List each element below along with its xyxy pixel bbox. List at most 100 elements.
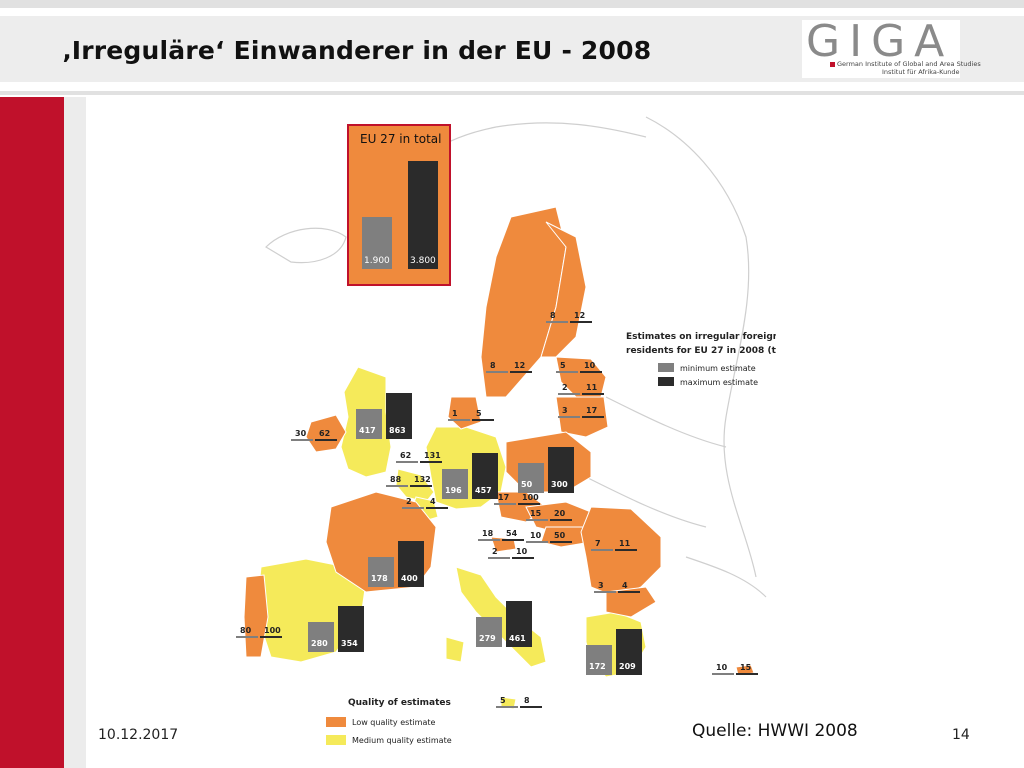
min-estimate-label: 172 <box>589 662 606 671</box>
min-estimate-label: 280 <box>311 639 328 648</box>
min-estimate-label: 178 <box>371 574 388 583</box>
max-estimate-label: 4 <box>430 497 436 506</box>
max-estimate-label: 10 <box>584 361 596 370</box>
max-estimate-label: 461 <box>509 634 526 643</box>
estimates-legend: Estimates on irregular foreign residents… <box>626 332 776 387</box>
min-estimate-label: 2 <box>406 497 412 506</box>
min-estimate-mark <box>291 439 313 441</box>
max-estimate-mark <box>260 636 282 638</box>
max-estimate-label: 354 <box>341 639 358 648</box>
min-estimate-label: 5 <box>560 361 566 370</box>
max-estimate-label: 17 <box>586 406 597 415</box>
max-estimate-label: 5 <box>476 409 482 418</box>
eu-total-title: EU 27 in total <box>360 132 441 146</box>
min-estimate-mark <box>478 539 500 541</box>
max-estimate-label: 15 <box>740 663 752 672</box>
land-orange <box>243 206 755 676</box>
min-estimate-mark <box>488 557 510 559</box>
max-estimate-mark <box>550 519 572 521</box>
min-estimate-label: 7 <box>595 539 601 548</box>
footer-date: 10.12.2017 <box>98 727 179 743</box>
legend-heading-line2: residents for EU 27 in 2008 (thsd.) <box>626 346 776 356</box>
min-estimate-mark <box>496 706 518 708</box>
min-estimate-label: 50 <box>521 480 533 489</box>
min-estimate-mark <box>386 485 408 487</box>
min-estimate-label: 279 <box>479 634 496 643</box>
min-estimate-mark <box>586 645 612 675</box>
max-estimate-label: 400 <box>401 574 418 583</box>
eu-total-max-label: 3.800 <box>410 256 436 266</box>
min-estimate-mark <box>558 393 580 395</box>
max-estimate-mark <box>502 539 524 541</box>
min-estimate-label: 62 <box>400 451 411 460</box>
max-estimate-label: 8 <box>524 696 530 705</box>
quality-low-label: Low quality estimate <box>352 718 435 727</box>
giga-logo: GIGA German Institute of Global and Area… <box>802 16 981 78</box>
min-estimate-label: 18 <box>482 529 494 538</box>
max-estimate-mark <box>582 393 604 395</box>
max-estimate-label: 11 <box>619 539 631 548</box>
min-estimate-mark <box>442 469 468 499</box>
max-estimate-mark <box>315 439 337 441</box>
max-estimate-label: 209 <box>619 662 636 671</box>
legend-min-label: minimum estimate <box>680 364 756 373</box>
min-estimate-label: 1 <box>452 409 458 418</box>
eu-total-max-bar <box>408 161 438 269</box>
legend-heading-line1: Estimates on irregular foreign <box>626 332 776 342</box>
footer-source: Quelle: HWWI 2008 <box>692 721 858 741</box>
max-estimate-mark <box>510 371 532 373</box>
logo-line1: German Institute of Global and Area Stud… <box>828 60 981 68</box>
max-estimate-mark <box>426 507 448 509</box>
min-estimate-label: 15 <box>530 509 542 518</box>
max-estimate-mark <box>615 549 637 551</box>
min-estimate-label: 10 <box>716 663 728 672</box>
min-estimate-label: 80 <box>240 626 252 635</box>
min-estimate-label: 5 <box>500 696 506 705</box>
min-estimate-mark <box>368 557 394 587</box>
min-estimate-mark <box>356 409 382 439</box>
min-estimate-label: 3 <box>562 406 568 415</box>
quality-medium-label: Medium quality estimate <box>352 736 452 745</box>
min-estimate-mark <box>396 461 418 463</box>
min-estimate-label: 3 <box>598 581 604 590</box>
min-estimate-mark <box>402 507 424 509</box>
min-estimate-label: 10 <box>530 531 542 540</box>
max-estimate-mark <box>410 485 432 487</box>
min-estimate-mark <box>486 371 508 373</box>
min-estimate-label: 8 <box>550 311 556 320</box>
min-estimate-label: 88 <box>390 475 402 484</box>
max-estimate-label: 12 <box>514 361 525 370</box>
max-estimate-label: 863 <box>389 426 406 435</box>
min-estimate-mark <box>546 321 568 323</box>
quality-heading: Quality of estimates <box>348 698 451 708</box>
min-estimate-mark <box>526 541 548 543</box>
min-estimate-mark <box>526 519 548 521</box>
max-estimate-label: 12 <box>574 311 585 320</box>
min-estimate-label: 17 <box>498 493 509 502</box>
quality-legend: Quality of estimates Low quality estimat… <box>326 698 452 745</box>
min-estimate-mark <box>236 636 258 638</box>
quality-medium-swatch <box>326 735 346 745</box>
max-estimate-mark <box>420 461 442 463</box>
max-estimate-mark <box>570 321 592 323</box>
left-grey-strip <box>64 97 86 768</box>
legend-min-swatch <box>658 363 674 372</box>
min-estimate-mark <box>494 503 516 505</box>
top-rule <box>0 0 1024 8</box>
min-estimate-label: 8 <box>490 361 496 370</box>
min-estimate-mark <box>594 591 616 593</box>
max-estimate-label: 54 <box>506 529 518 538</box>
max-estimate-label: 10 <box>516 547 528 556</box>
min-estimate-mark <box>448 419 470 421</box>
title-underline <box>0 91 1024 95</box>
min-estimate-mark <box>712 673 734 675</box>
max-estimate-label: 50 <box>554 531 566 540</box>
max-estimate-mark <box>548 447 574 493</box>
max-estimate-label: 457 <box>475 486 492 495</box>
max-estimate-mark <box>472 419 494 421</box>
eu-map-figure: EU 27 in total 1.900 3.800 Estimates on … <box>86 97 776 750</box>
max-estimate-mark <box>550 541 572 543</box>
min-estimate-mark <box>476 617 502 647</box>
quality-low-swatch <box>326 717 346 727</box>
max-estimate-label: 100 <box>522 493 539 502</box>
